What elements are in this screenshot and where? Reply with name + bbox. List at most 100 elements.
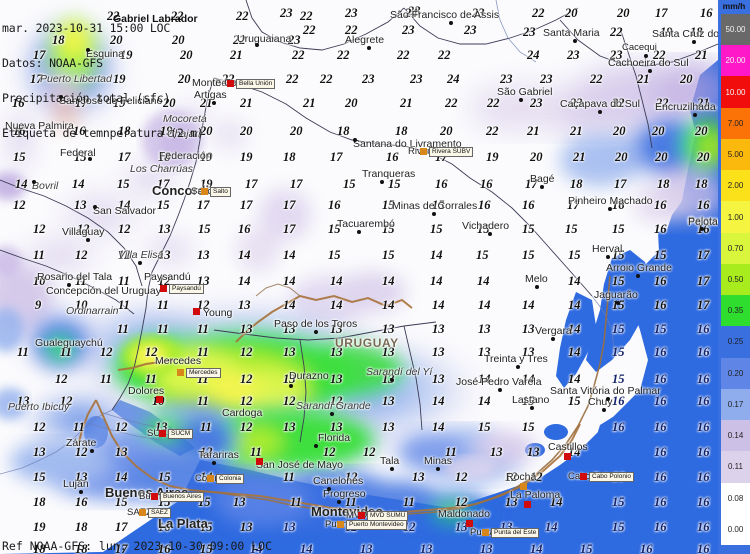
station-square-marker[interactable] [201, 188, 208, 195]
temperature-label: 20 [613, 124, 626, 138]
station-tag[interactable]: Cabo Polonio [589, 472, 635, 482]
station-square-marker[interactable] [580, 473, 587, 480]
city-dot-marker[interactable] [644, 54, 648, 58]
station-square-marker[interactable] [207, 475, 214, 482]
station-square-marker[interactable] [520, 483, 527, 490]
station-square-marker[interactable] [227, 80, 234, 87]
city-dot-marker[interactable] [498, 388, 502, 392]
station-tag[interactable]: Colonia [216, 474, 245, 484]
city-dot-marker[interactable] [93, 205, 97, 209]
temperature-label: 22 [438, 48, 451, 62]
city-dot-marker[interactable] [519, 98, 523, 102]
city-dot-marker[interactable] [693, 113, 697, 117]
city-dot-marker[interactable] [86, 238, 90, 242]
station-square-marker[interactable] [193, 308, 200, 315]
city-dot-marker[interactable] [390, 467, 394, 471]
city-dot-marker[interactable] [602, 408, 606, 412]
city-dot-marker[interactable] [606, 397, 610, 401]
city-dot-marker[interactable] [449, 21, 453, 25]
city-dot-marker[interactable] [692, 40, 696, 44]
city-label: Uruguaiana [237, 33, 292, 45]
station-tag[interactable]: Mercedes [186, 368, 221, 378]
city-dot-marker[interactable] [79, 490, 83, 494]
station-square-marker[interactable] [564, 453, 571, 460]
city-dot-marker[interactable] [59, 95, 63, 99]
city-dot-marker[interactable] [535, 285, 539, 289]
city-dot-marker[interactable] [353, 138, 357, 142]
temperature-label: 15 [200, 520, 213, 534]
city-dot-marker[interactable] [390, 378, 394, 382]
station-square-marker[interactable] [159, 430, 166, 437]
city-dot-marker[interactable] [138, 261, 142, 265]
city-label: Caçapava do Sul [560, 98, 640, 110]
city-dot-marker[interactable] [551, 337, 555, 341]
temperature-label: 13 [240, 520, 253, 534]
city-dot-marker[interactable] [327, 487, 331, 491]
city-dot-marker[interactable] [636, 274, 640, 278]
city-dot-marker[interactable] [488, 232, 492, 236]
station-square-marker[interactable] [160, 285, 167, 292]
city-dot-marker[interactable] [540, 185, 544, 189]
city-dot-marker[interactable] [367, 46, 371, 50]
station-square-marker[interactable] [466, 520, 473, 527]
station-tag[interactable]: Buenos Aires [160, 492, 205, 502]
station-square-marker[interactable] [358, 512, 365, 519]
station-square-marker[interactable] [420, 148, 427, 155]
station-square-marker[interactable] [256, 458, 263, 465]
station-tag[interactable]: Salto [210, 187, 231, 197]
temperature-label: 13 [17, 394, 30, 408]
station-square-marker[interactable] [524, 501, 531, 508]
city-dot-marker[interactable] [67, 283, 71, 287]
station-tag[interactable]: SAEZ [148, 508, 171, 518]
temperature-label: 12 [330, 394, 343, 408]
city-dot-marker[interactable] [289, 384, 293, 388]
station-tag[interactable]: SUCM [168, 429, 194, 439]
legend-stop-value: 5.00 [727, 150, 744, 160]
city-dot-marker[interactable] [616, 301, 620, 305]
station-square-marker[interactable] [151, 493, 158, 500]
city-dot-marker[interactable] [90, 449, 94, 453]
city-dot-marker[interactable] [357, 230, 361, 234]
city-dot-marker[interactable] [516, 365, 520, 369]
station-square-marker[interactable] [337, 521, 344, 528]
station-tag[interactable]: Paysandú [169, 284, 204, 294]
city-dot-marker[interactable] [314, 330, 318, 334]
temperature-label: 15 [477, 222, 490, 236]
temperature-label: 16 [697, 542, 710, 554]
temperature-label: 17 [118, 150, 131, 164]
city-dot-marker[interactable] [212, 101, 216, 105]
city-dot-marker[interactable] [380, 180, 384, 184]
station-square-marker[interactable] [482, 529, 489, 536]
city-dot-marker[interactable] [330, 412, 334, 416]
temperature-label: 13 [360, 542, 373, 554]
station-tag[interactable]: Punta del Este [491, 528, 540, 538]
station-tag[interactable]: Puerto Montevideo [346, 520, 407, 530]
temperature-label: 20 [655, 150, 668, 164]
city-dot-marker[interactable] [598, 110, 602, 114]
station-tag[interactable]: Bella Unión [236, 79, 276, 89]
station-square-marker[interactable] [156, 396, 163, 403]
temperature-label: 12 [55, 372, 68, 386]
colorbar-legend[interactable]: 50.00 20.00 10.00 7.00 5.00 2.00 1.00 0.70 0.50 0… [718, 0, 750, 554]
station-tag[interactable]: Rivera SUBV [429, 147, 474, 157]
city-dot-marker[interactable] [648, 69, 652, 73]
city-dot-marker[interactable] [700, 227, 704, 231]
city-dot-marker[interactable] [314, 444, 318, 448]
station-square-marker[interactable] [139, 509, 146, 516]
city-dot-marker[interactable] [606, 255, 610, 259]
city-dot-marker[interactable] [88, 157, 92, 161]
city-dot-marker[interactable] [432, 212, 436, 216]
city-dot-marker[interactable] [436, 467, 440, 471]
temperature-label: 15 [612, 520, 625, 534]
temperature-label: 11 [117, 322, 129, 336]
map-canvas[interactable]: 23 23 23 24 22 22 22 22 23 22 20 20 17 16 18 20 20 22 23 22… [0, 0, 718, 554]
station-square-marker[interactable] [177, 369, 184, 376]
city-dot-marker[interactable] [573, 39, 577, 43]
city-dot-marker[interactable] [212, 461, 216, 465]
city-dot-marker[interactable] [337, 500, 341, 504]
city-dot-marker[interactable] [608, 207, 612, 211]
city-dot-marker[interactable] [530, 406, 534, 410]
city-dot-marker[interactable] [32, 180, 36, 184]
city-dot-marker[interactable] [86, 48, 90, 52]
city-dot-marker[interactable] [255, 43, 259, 47]
